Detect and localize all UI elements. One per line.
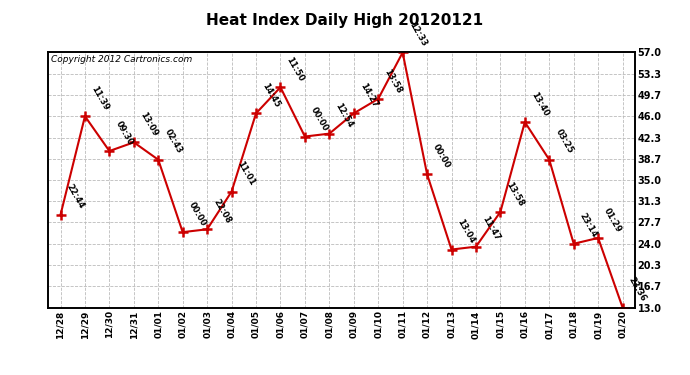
Text: 00:00: 00:00 xyxy=(309,105,330,132)
Text: 11:47: 11:47 xyxy=(480,215,502,243)
Text: 11:01: 11:01 xyxy=(236,160,257,188)
Text: 22:08: 22:08 xyxy=(211,198,233,225)
Text: 13:40: 13:40 xyxy=(529,90,550,118)
Text: 03:25: 03:25 xyxy=(553,128,575,156)
Text: 09:30: 09:30 xyxy=(114,120,135,147)
Text: 14:45: 14:45 xyxy=(260,81,282,109)
Text: 13:58: 13:58 xyxy=(382,67,404,95)
Text: Copyright 2012 Cartronics.com: Copyright 2012 Cartronics.com xyxy=(51,55,193,64)
Text: 01:29: 01:29 xyxy=(602,206,624,234)
Text: 00:00: 00:00 xyxy=(187,201,208,228)
Text: 23:36: 23:36 xyxy=(627,276,648,303)
Text: 14:27: 14:27 xyxy=(358,81,379,109)
Text: 12:33: 12:33 xyxy=(407,21,428,48)
Text: 13:09: 13:09 xyxy=(138,111,159,138)
Text: 13:04: 13:04 xyxy=(455,218,477,245)
Text: 00:00: 00:00 xyxy=(431,143,452,170)
Text: 12:54: 12:54 xyxy=(333,102,355,129)
Text: 13:58: 13:58 xyxy=(504,180,526,208)
Text: 02:43: 02:43 xyxy=(162,128,184,156)
Text: 11:50: 11:50 xyxy=(284,56,306,83)
Text: 11:39: 11:39 xyxy=(89,84,110,112)
Text: 22:44: 22:44 xyxy=(65,183,86,211)
Text: Heat Index Daily High 20120121: Heat Index Daily High 20120121 xyxy=(206,13,484,28)
Text: 23:14: 23:14 xyxy=(578,212,599,240)
